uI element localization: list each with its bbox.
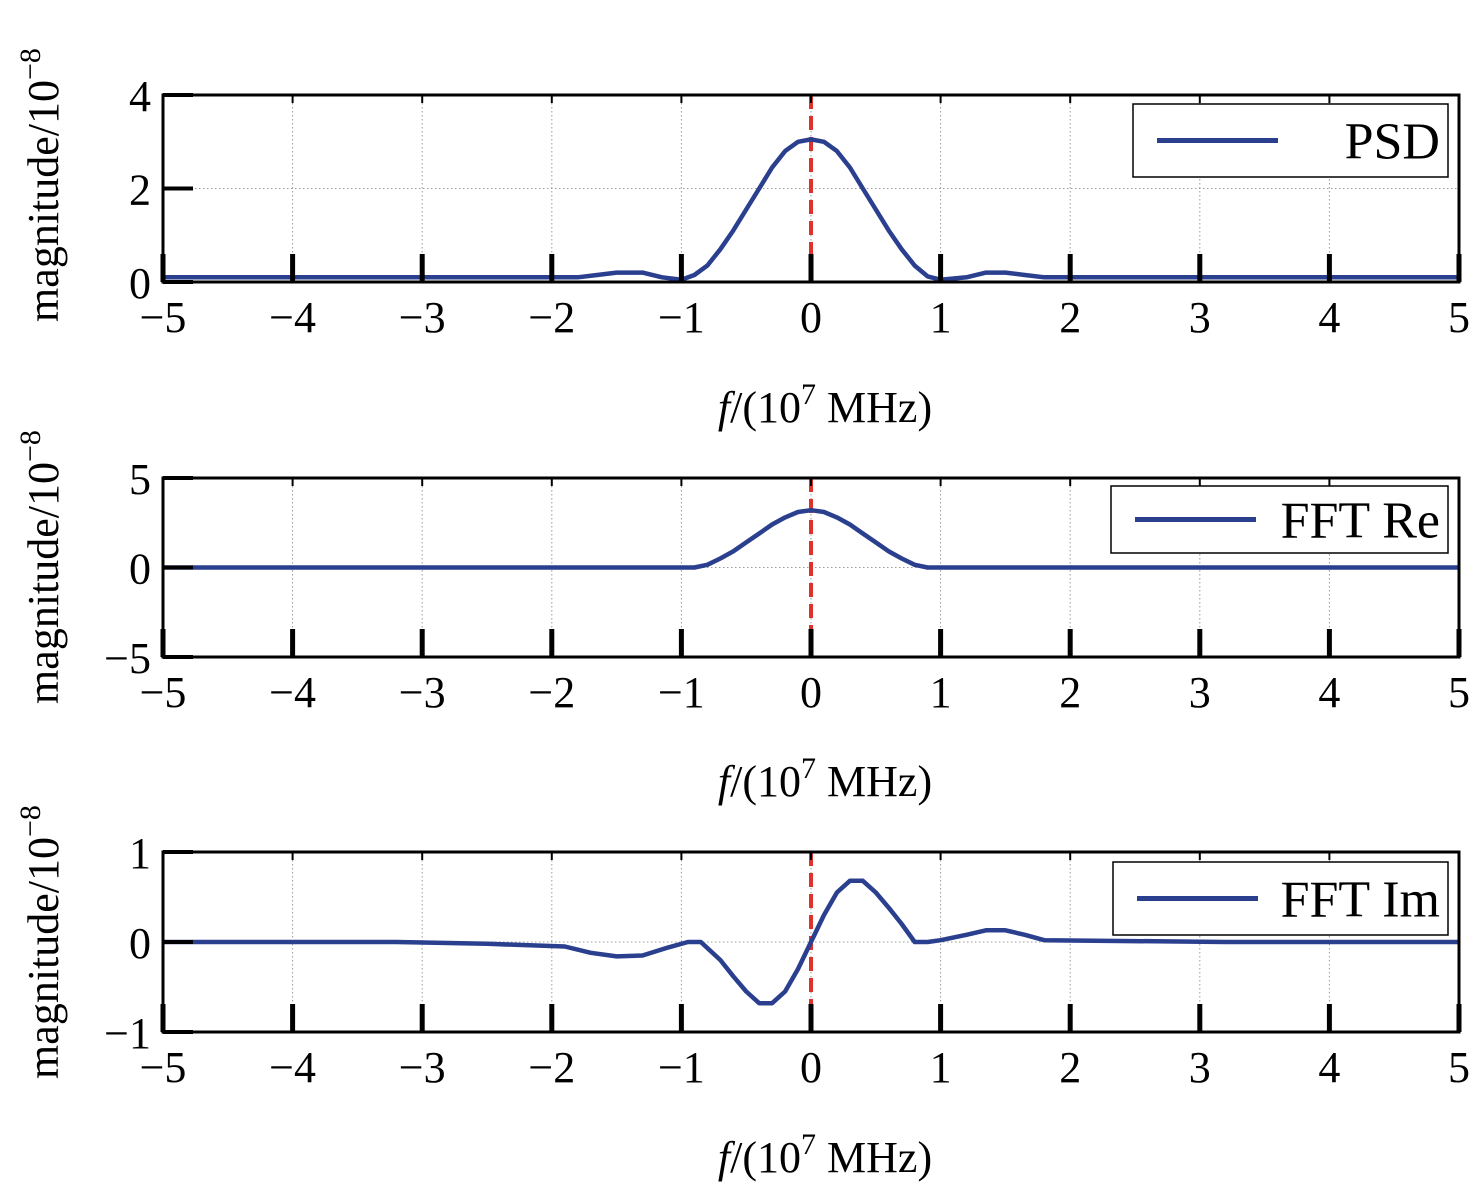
y-tick-label: 0: [129, 259, 151, 308]
subplot-1: −5 −4 −3 −2 −1 0 1 2 3 4 5 0 2 4 f/(107 MHz) magnitude/…: [14, 48, 1470, 432]
subplot-3: −5 −4 −3 −2 −1 0 1 2 3 4 5 −1 0 1 f/(107 MHz) magnitude…: [14, 805, 1470, 1182]
legend-label: FFT Re: [1281, 493, 1440, 550]
x-tick-label: 4: [1318, 668, 1340, 717]
x-tick-label: −4: [269, 1043, 316, 1092]
x-tick-label: −3: [399, 293, 446, 342]
legend-box: [1112, 861, 1449, 936]
legend: PSD: [1132, 103, 1449, 178]
x-tick-label: −1: [658, 668, 705, 717]
legend-label: FFT Im: [1281, 872, 1440, 929]
subplot-2: −5 −4 −3 −2 −1 0 1 2 3 4 5 −5 0 5 f/(107 MHz) magnitude…: [14, 430, 1470, 806]
y-tick-label: 5: [129, 455, 151, 504]
x-tick-label: −1: [658, 1043, 705, 1092]
x-tick-label: 1: [930, 668, 952, 717]
series-line-fft-re: [163, 507, 1459, 570]
y-tick-label: 1: [129, 829, 151, 878]
x-tick-label: −1: [658, 293, 705, 342]
y-tick-label: 2: [129, 166, 151, 215]
x-tick-label: −5: [140, 293, 187, 342]
x-tick-label: 4: [1318, 293, 1340, 342]
x-tick-label: −3: [399, 1043, 446, 1092]
series-line-psd: [163, 137, 1459, 282]
x-tick-label: 3: [1189, 1043, 1211, 1092]
y-tick-label: −1: [104, 1009, 151, 1058]
x-tick-label: 2: [1059, 668, 1081, 717]
y-axis-label: magnitude/10−8: [14, 805, 68, 1079]
x-tick-label: −2: [528, 668, 575, 717]
x-tick-label: 2: [1059, 293, 1081, 342]
x-tick-label: 0: [800, 668, 822, 717]
y-tick-label: −5: [104, 634, 151, 683]
x-axis-label: f/(107 MHz): [718, 752, 932, 806]
x-tick-label: 3: [1189, 293, 1211, 342]
x-tick-label: 0: [800, 293, 822, 342]
legend-label: PSD: [1345, 114, 1440, 171]
series-line-fft-im: [163, 878, 1459, 1006]
x-tick-label: −5: [140, 668, 187, 717]
y-tick-label: 0: [129, 919, 151, 968]
x-tick-label: −4: [269, 293, 316, 342]
x-tick-label: 2: [1059, 1043, 1081, 1092]
y-tick-label: 4: [129, 72, 151, 121]
x-axis-label: f/(107 MHz): [718, 378, 932, 432]
x-tick-label: −2: [528, 1043, 575, 1092]
x-tick-label: −4: [269, 668, 316, 717]
x-tick-label: 4: [1318, 1043, 1340, 1092]
y-tick-label: 0: [129, 545, 151, 594]
x-tick-label: 0: [800, 1043, 822, 1092]
legend: FFT Im: [1112, 861, 1449, 936]
x-tick-label: −5: [140, 1043, 187, 1092]
x-tick-label: 5: [1448, 1043, 1470, 1092]
x-tick-label: 1: [930, 293, 952, 342]
x-tick-label: 5: [1448, 293, 1470, 342]
x-tick-label: −3: [399, 668, 446, 717]
x-axis-label: f/(107 MHz): [718, 1128, 932, 1182]
x-tick-label: −2: [528, 293, 575, 342]
x-tick-label: 1: [930, 1043, 952, 1092]
legend: FFT Re: [1110, 485, 1449, 554]
y-axis-label: magnitude/10−8: [14, 48, 68, 322]
x-tick-label: 5: [1448, 668, 1470, 717]
x-tick-label: 3: [1189, 668, 1211, 717]
y-axis-label: magnitude/10−8: [14, 430, 68, 704]
